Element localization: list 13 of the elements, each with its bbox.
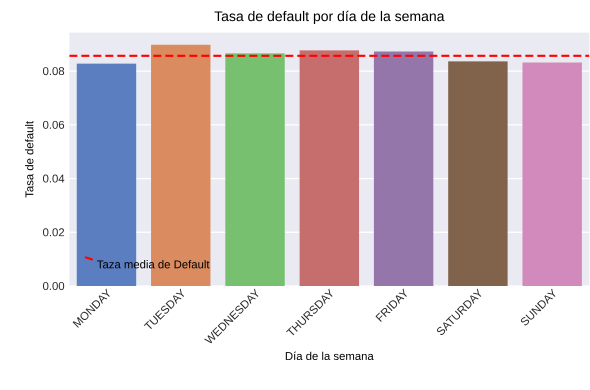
x-axis-title: Día de la semana xyxy=(286,352,374,360)
y-tick-label: 0.02 xyxy=(43,228,64,236)
bar xyxy=(522,62,582,286)
chart-title: Tasa de default por día de la semana xyxy=(214,10,444,24)
bar xyxy=(300,50,360,286)
y-tick-label: 0.00 xyxy=(43,282,64,290)
y-axis-title: Tasa de default xyxy=(25,121,34,198)
y-tick-label: 0.04 xyxy=(43,174,64,183)
bar xyxy=(225,53,285,286)
bar xyxy=(374,51,434,286)
y-tick-label: 0.08 xyxy=(43,67,64,76)
bar xyxy=(448,61,508,286)
y-tick-label: 0.06 xyxy=(43,120,64,129)
